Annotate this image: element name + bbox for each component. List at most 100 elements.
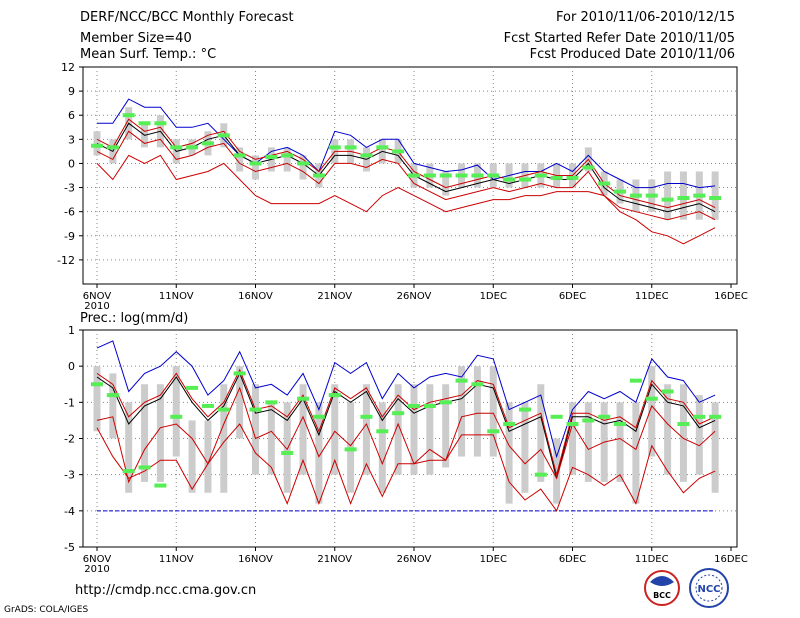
temp-box-bar (283, 147, 291, 172)
temp-mean-marker (249, 161, 262, 166)
prec-mean-marker (122, 469, 135, 474)
forecast-period: For 2010/11/06-2010/12/15 (556, 10, 735, 25)
prec-box-bar (331, 384, 339, 475)
ncc-logo-icon (689, 568, 729, 608)
bcc-logo-text: BCC (653, 591, 671, 600)
temp-box-bar (679, 171, 687, 220)
temp-mean-marker (645, 193, 658, 198)
prec-series-upper (96, 368, 716, 475)
temp-mean-marker (693, 193, 706, 198)
temp-xtick-label: 11DEC (635, 291, 669, 302)
prec-mean-marker (376, 429, 389, 434)
prec-mean-marker (91, 382, 103, 387)
temp-mean-marker (534, 173, 547, 178)
prec-ytick-label: -3 (64, 469, 75, 482)
temp-mean-marker (598, 181, 611, 186)
temp-mean-marker (91, 143, 103, 148)
temp-mean-marker (614, 189, 627, 194)
temp-mean-marker (661, 197, 674, 202)
bcc-logo-swirl-icon (650, 576, 674, 586)
prec-mean-marker (233, 371, 246, 376)
prec-mean-marker (503, 422, 516, 427)
prec-xtick-label: 11DEC (635, 554, 669, 565)
temp-mean-marker (122, 113, 135, 118)
temp-mean-marker (138, 121, 151, 126)
produced-date: Fcst Produced Date 2010/11/06 (529, 47, 735, 62)
prec-mean-marker (186, 385, 199, 390)
temp-mean-marker (376, 145, 389, 150)
temp-box-bar (299, 155, 307, 180)
temp-mean-marker (471, 173, 484, 178)
prec-box-bar (553, 438, 561, 504)
prec-xtick-label: 6DEC (559, 554, 586, 565)
prec-xtick-label: 11NOV (159, 554, 194, 565)
prec-box-bar (299, 384, 307, 475)
temp-mean-marker (439, 173, 452, 178)
prec-box-bar (220, 384, 228, 493)
prec-box-bar (141, 384, 149, 482)
ncc-logo-text: NCC (697, 584, 720, 595)
temp-ytick-label: 9 (68, 85, 75, 98)
started-date: Fcst Started Refer Date 2010/11/05 (503, 31, 735, 46)
prec-box-bar (188, 420, 196, 493)
temp-box-bar (442, 171, 450, 196)
temp-mean-marker (455, 173, 468, 178)
prec-xtick-label: 6NOV (83, 554, 112, 565)
prec-mean-marker (201, 403, 214, 408)
temp-mean-marker (344, 145, 357, 150)
prec-xtick-label: 26NOV (397, 554, 432, 565)
temp-mean-marker (297, 161, 310, 166)
prec-mean-marker (392, 411, 405, 416)
prec-box-bar (473, 366, 481, 457)
prec-mean-marker (249, 407, 262, 412)
prec-mean-marker (487, 429, 500, 434)
prec-mean-marker (534, 472, 547, 477)
prec-box-bar (252, 384, 259, 475)
prec-box-bar (569, 402, 576, 475)
prec-ytick-label: -5 (64, 541, 75, 554)
temp-mean-marker (106, 145, 119, 150)
prec-mean-marker (328, 393, 341, 398)
prec-box-bar (537, 384, 545, 482)
prec-box-bar (172, 366, 180, 457)
member-size-label: Member Size=40 (80, 31, 192, 46)
prec-box-bar (267, 402, 275, 475)
prec-ytick-label: -4 (64, 505, 75, 518)
prec-box-bar (664, 384, 672, 475)
prec-box-bar (204, 420, 212, 493)
prec-box-bar (521, 402, 529, 493)
temp-xtick-sublabel: 2010 (84, 301, 109, 312)
temp-series-lower (96, 130, 716, 221)
source-url[interactable]: http://cmdp.ncc.cma.gov.cn (75, 583, 257, 598)
temp-ytick-label: 3 (68, 133, 75, 146)
temp-mean-marker (328, 145, 341, 150)
prec-box-bar (426, 384, 434, 475)
prec-mean-marker (693, 414, 706, 419)
temp-xtick-label: 16DEC (714, 291, 748, 302)
temp-box-bar (252, 155, 259, 180)
temp-mean-marker (360, 153, 373, 158)
temp-mean-marker (312, 173, 325, 178)
prec-mean-marker (629, 378, 642, 383)
prec-series-mean (96, 372, 716, 479)
prec-xtick-label: 16NOV (238, 554, 273, 565)
chart-title: DERF/NCC/BCC Monthly Forecast (80, 10, 294, 25)
prec-mean-marker (566, 422, 579, 427)
prec-box-bar (362, 384, 370, 475)
prec-mean-marker (661, 389, 674, 394)
temp-ytick-label: 0 (68, 157, 75, 170)
prec-xtick-label: 16DEC (714, 554, 748, 565)
grads-credit: GrADS: COLA/IGES (4, 605, 89, 615)
prec-box-bar (695, 395, 703, 475)
prec-box-bar (489, 366, 497, 457)
prec-mean-marker (170, 414, 183, 419)
temp-box-bar (711, 171, 719, 220)
prec-ytick-label: 1 (68, 324, 75, 337)
prec-xtick-label: 1DEC (480, 554, 507, 565)
prec-ytick-label: 0 (68, 360, 75, 373)
temp-box-bar (236, 147, 244, 172)
prec-box-bar (315, 402, 323, 504)
temp-mean-marker (392, 149, 405, 154)
